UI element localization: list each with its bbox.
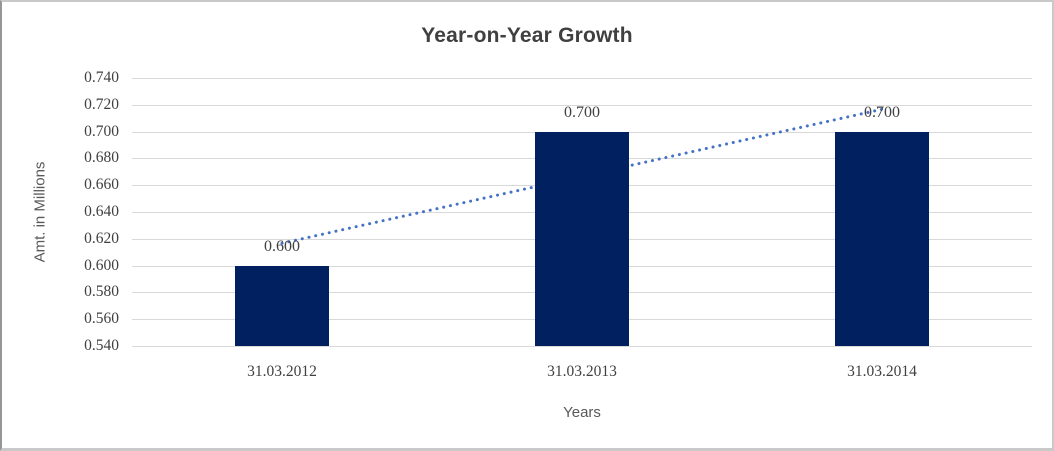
y-tick-label: 0.600 (84, 256, 119, 274)
y-tick-label: 0.640 (84, 203, 119, 220)
y-tick-label: 0.540 (84, 337, 119, 354)
data-label: 0.600 (264, 237, 300, 255)
data-label: 0.700 (564, 103, 600, 121)
chart-title: Year-on-Year Growth (421, 24, 633, 47)
x-tick-label: 31.03.2013 (547, 363, 617, 380)
x-tick-label: 31.03.2012 (247, 363, 317, 380)
gridline (132, 346, 1032, 347)
y-tick-label: 0.680 (84, 149, 119, 167)
y-tick-label: 0.620 (84, 229, 119, 247)
gridline (132, 104, 1032, 106)
y-tick-label: 0.580 (84, 283, 119, 301)
y-tick-label: 0.720 (84, 95, 119, 113)
x-tick-label: 31.03.2014 (847, 363, 917, 380)
bar-31.03.2013 (535, 131, 629, 346)
gridline (132, 78, 1032, 79)
y-tick-label: 0.660 (84, 176, 119, 194)
bar-31.03.2014 (835, 131, 929, 346)
bar-31.03.2012 (235, 265, 329, 346)
y-tick-label: 0.740 (84, 69, 119, 86)
x-axis-title: Years (563, 404, 601, 421)
y-tick-label: 0.700 (84, 122, 119, 140)
y-tick-label: 0.560 (84, 310, 119, 328)
y-axis-title: Amt. in Millions (31, 161, 49, 263)
data-label: 0.700 (864, 103, 900, 121)
